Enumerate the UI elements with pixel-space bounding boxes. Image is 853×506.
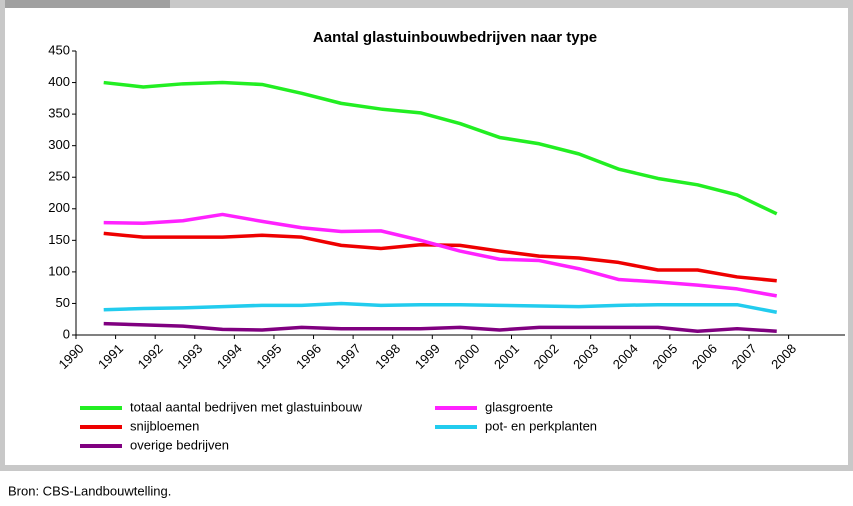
- x-tick-label: 2002: [531, 341, 562, 372]
- x-tick-label: 1993: [174, 341, 205, 372]
- x-tick-label: 2000: [451, 341, 482, 372]
- frame-top: [0, 0, 853, 8]
- x-tick-label: 1999: [412, 341, 443, 372]
- frame-bottom: [0, 465, 853, 471]
- legend-label: snijbloemen: [130, 418, 199, 433]
- frame-right: [848, 0, 853, 470]
- x-tick-label: 1995: [253, 341, 284, 372]
- y-tick-label: 100: [48, 263, 70, 278]
- x-tick-label: 1994: [214, 341, 245, 372]
- x-tick-label: 1997: [333, 341, 364, 372]
- series-line: [103, 80, 778, 216]
- legend-label: pot- en perkplanten: [485, 418, 597, 433]
- x-tick-label: 2003: [570, 341, 601, 372]
- y-tick-label: 200: [48, 200, 70, 215]
- chart-title: Aantal glastuinbouwbedrijven naar type: [313, 29, 597, 46]
- x-tick-label: 1996: [293, 341, 324, 372]
- y-tick-label: 400: [48, 74, 70, 89]
- source: Bron: CBS-Landbouwtelling.: [8, 483, 171, 498]
- x-tick-label: 2006: [689, 341, 720, 372]
- x-tick-label: 1998: [372, 341, 403, 372]
- x-tick-label: 1992: [135, 341, 166, 372]
- x-tick-label: 2005: [649, 341, 680, 372]
- y-tick-label: 450: [48, 42, 70, 57]
- legend-label: glasgroente: [485, 399, 553, 414]
- x-tick-label: 2004: [610, 341, 641, 372]
- x-tick-label: 1991: [95, 341, 126, 372]
- y-tick-label: 0: [63, 326, 70, 341]
- frame-tab: [0, 0, 170, 8]
- legend-label: overige bedrijven: [130, 437, 229, 452]
- y-tick-label: 150: [48, 232, 70, 247]
- x-tick-label: 2008: [768, 341, 799, 372]
- x-tick-label: 2007: [729, 341, 760, 372]
- frame-left: [0, 0, 5, 470]
- legend-label: totaal aantal bedrijven met glastuinbouw: [130, 399, 363, 414]
- y-tick-label: 350: [48, 106, 70, 121]
- series-line: [103, 231, 777, 283]
- x-tick-label: 2001: [491, 341, 522, 372]
- y-tick-label: 50: [56, 295, 70, 310]
- series-line: [103, 321, 777, 333]
- x-tick-label: 1990: [55, 341, 86, 372]
- series-line: [103, 212, 778, 298]
- y-tick-label: 300: [48, 137, 70, 152]
- y-tick-label: 250: [48, 169, 70, 184]
- series-line: [103, 301, 778, 314]
